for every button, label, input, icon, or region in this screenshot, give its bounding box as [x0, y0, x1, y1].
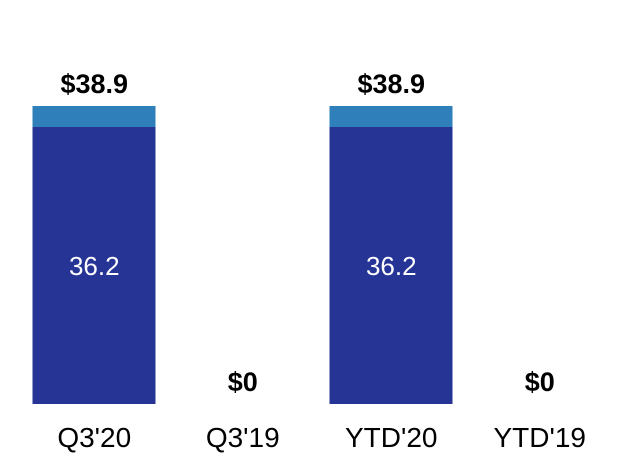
bar-segment-base: 36.2: [329, 127, 453, 404]
bar-segment-top: [32, 106, 156, 127]
total-value-label: $38.9: [60, 69, 129, 99]
segment-value-label: 36.2: [68, 250, 120, 281]
segment-value-label: 36.2: [365, 250, 417, 281]
bar-segment-top: [329, 106, 453, 127]
category-group-q3-19: $0 Q3'19: [169, 0, 318, 466]
category-label: Q3'19: [205, 422, 280, 454]
category-label: YTD'19: [493, 422, 587, 454]
category-group-q3-20: $38.9 36.2 Q3'20: [20, 0, 169, 466]
stacked-bar: 36.2: [32, 106, 156, 404]
category-group-ytd-20: $38.9 36.2 YTD'20: [317, 0, 466, 466]
category-group-ytd-19: $0 YTD'19: [466, 0, 615, 466]
plot-area: $38.9 36.2 Q3'20 $0 Q3'19 $38.9: [20, 0, 614, 466]
total-value-label: $38.9: [357, 69, 426, 99]
total-value-label: $0: [227, 367, 258, 397]
category-label: YTD'20: [345, 422, 438, 454]
total-value-label: $0: [524, 367, 555, 397]
stacked-bar: 36.2: [329, 106, 453, 404]
bar-segment-base: 36.2: [32, 127, 156, 404]
category-label: Q3'20: [57, 422, 132, 454]
